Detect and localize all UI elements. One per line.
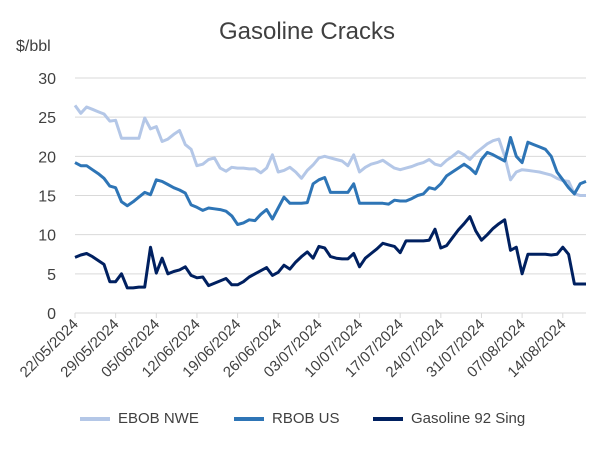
legend-label: Gasoline 92 Sing xyxy=(411,410,526,427)
legend-item: RBOB US xyxy=(234,410,340,427)
y-tick-label: 10 xyxy=(38,228,56,245)
chart-legend: EBOB NWE RBOB US Gasoline 92 Sing xyxy=(0,410,614,430)
y-tick-label: 15 xyxy=(38,189,56,206)
x-axis-ticks: 22/05/202429/05/202405/06/202412/06/2024… xyxy=(17,313,570,381)
series-lines xyxy=(73,104,587,290)
legend-swatch xyxy=(80,416,110,421)
y-tick-label: 30 xyxy=(38,71,56,88)
y-tick-label: 5 xyxy=(47,267,56,284)
y-tick-label: 0 xyxy=(47,306,56,323)
gridlines xyxy=(75,77,586,275)
legend-label: EBOB NWE xyxy=(118,410,199,427)
y-tick-label: 20 xyxy=(38,149,56,166)
legend-swatch xyxy=(234,416,264,421)
series-line-gasoline-92-sing xyxy=(74,215,586,290)
y-axis-unit-label: $/bbl xyxy=(16,38,51,55)
series-line-rbob-us xyxy=(74,136,587,226)
legend-item: Gasoline 92 Sing xyxy=(373,410,525,427)
y-tick-label: 25 xyxy=(38,110,56,127)
legend-label: RBOB US xyxy=(272,410,340,427)
legend-swatch xyxy=(373,416,403,421)
y-axis-ticks: 0 5 10 15 20 25 30 xyxy=(38,71,56,323)
legend-item: EBOB NWE xyxy=(80,410,199,427)
series-line-ebob-nwe xyxy=(73,104,586,197)
chart-title: Gasoline Cracks xyxy=(218,18,396,45)
